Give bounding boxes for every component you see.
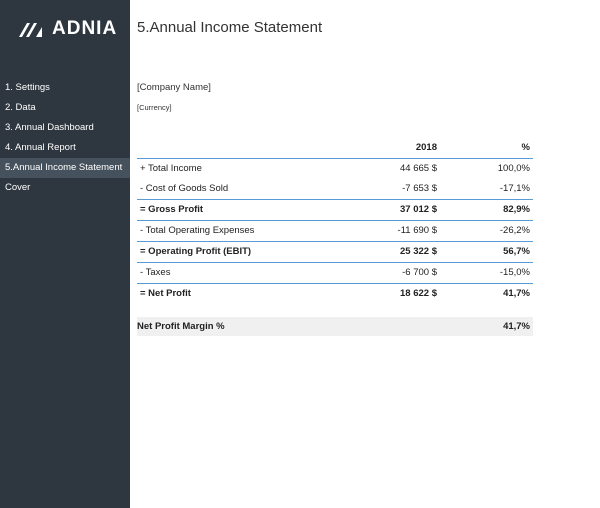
row-percent: -26,2% — [499, 225, 530, 236]
row-amount: 44 665 $ — [400, 163, 437, 174]
row-label: - Cost of Goods Sold — [140, 183, 229, 194]
company-name: [Company Name] — [137, 82, 211, 93]
row-percent: -17,1% — [499, 183, 530, 194]
table-row: - Taxes -6 700 $ -15,0% — [137, 262, 533, 283]
percent-header: % — [521, 142, 530, 153]
row-amount: 18 622 $ — [400, 288, 437, 299]
logo: ADNIA — [18, 18, 117, 40]
table-row: - Cost of Goods Sold -7 653 $ -17,1% — [137, 179, 533, 199]
row-percent: -15,0% — [499, 267, 530, 278]
header-row: 2018 % — [137, 138, 533, 158]
row-label: = Operating Profit (EBIT) — [140, 246, 252, 257]
row-label: + Total Income — [140, 163, 202, 174]
row-percent: 41,7% — [503, 288, 530, 299]
menu-item[interactable]: 5.Annual Income Statement — [0, 158, 130, 178]
margin-label: Net Profit Margin % — [137, 321, 225, 332]
row-percent: 82,9% — [503, 204, 530, 215]
table-row: = Net Profit 18 622 $ 41,7% — [137, 283, 533, 304]
logo-text: ADNIA — [52, 18, 118, 39]
year-header: 2018 — [415, 142, 437, 153]
menu-item[interactable]: 4. Annual Report — [5, 142, 76, 153]
menu-item[interactable]: 1. Settings — [5, 82, 50, 93]
margin-row: Net Profit Margin % 41,7% — [137, 317, 533, 336]
table-row: + Total Income 44 665 $ 100,0% — [137, 158, 533, 179]
row-percent: 56,7% — [503, 246, 530, 257]
sidebar: ADNIA 1. Settings 2. Data 3. Annual Dashbo… — [0, 0, 130, 508]
row-label: - Taxes — [140, 267, 171, 278]
row-amount: -7 653 $ — [402, 183, 437, 194]
income-table: 2018 % + Total Income 44 665 $ 100,0% - Cos… — [137, 138, 533, 304]
row-label: - Total Operating Expenses — [140, 225, 255, 236]
margin-value: 41,7% — [503, 321, 530, 332]
row-amount: -11 690 $ — [397, 225, 437, 236]
row-label: = Net Profit — [140, 288, 191, 299]
row-label: = Gross Profit — [140, 204, 204, 215]
menu-item[interactable]: 2. Data — [5, 102, 36, 113]
row-amount: 37 012 $ — [400, 204, 437, 215]
menu-item[interactable]: Cover — [5, 182, 31, 193]
menu-item[interactable]: 3. Annual Dashboard — [5, 122, 94, 133]
row-amount: 25 322 $ — [400, 246, 437, 257]
menu: 1. Settings 2. Data 3. Annual Dashboard 4. … — [0, 78, 130, 198]
currency: [Currency] — [137, 103, 172, 112]
logo-icon — [19, 23, 42, 37]
table-row: - Total Operating Expenses -11 690 $ -26,2… — [137, 220, 533, 241]
table-row: = Operating Profit (EBIT) 25 322 $ 56,7% — [137, 241, 533, 262]
table-row: = Gross Profit 37 012 $ 82,9% — [137, 199, 533, 220]
page-title: 5.Annual Income Statement — [137, 19, 323, 36]
row-percent: 100,0% — [497, 163, 530, 174]
row-amount: -6 700 $ — [402, 267, 437, 278]
